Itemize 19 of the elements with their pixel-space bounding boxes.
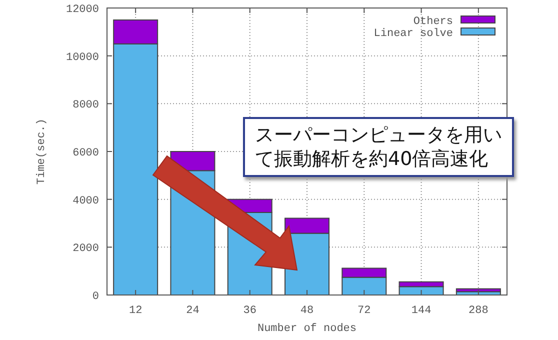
legend-label: Others xyxy=(413,16,453,28)
x-axis-title: Number of nodes xyxy=(257,323,357,335)
x-tick-label: 12 xyxy=(128,305,142,317)
y-tick-label: 8000 xyxy=(72,100,99,112)
x-tick-label: 24 xyxy=(186,305,200,317)
y-tick-label: 6000 xyxy=(72,148,99,160)
legend-label: Linear solve xyxy=(374,28,453,40)
y-axis-title: Time(sec.) xyxy=(36,118,48,185)
y-tick-label: 2000 xyxy=(72,243,99,256)
y-tick-label: 4000 xyxy=(72,195,99,208)
y-tick-label: 0 xyxy=(92,291,99,303)
y-tick-label: 10000 xyxy=(66,52,99,64)
annotation: スーパーコンピュータを用いて振動解析を約40倍高速化 xyxy=(243,117,514,177)
x-tick-label: 72 xyxy=(358,305,371,317)
x-tick-label: 288 xyxy=(468,305,488,317)
x-tick-label: 36 xyxy=(243,305,256,317)
x-tick-label: 144 xyxy=(411,305,432,317)
y-tick-label: 12000 xyxy=(66,4,99,16)
x-tick-label: 48 xyxy=(300,305,314,317)
